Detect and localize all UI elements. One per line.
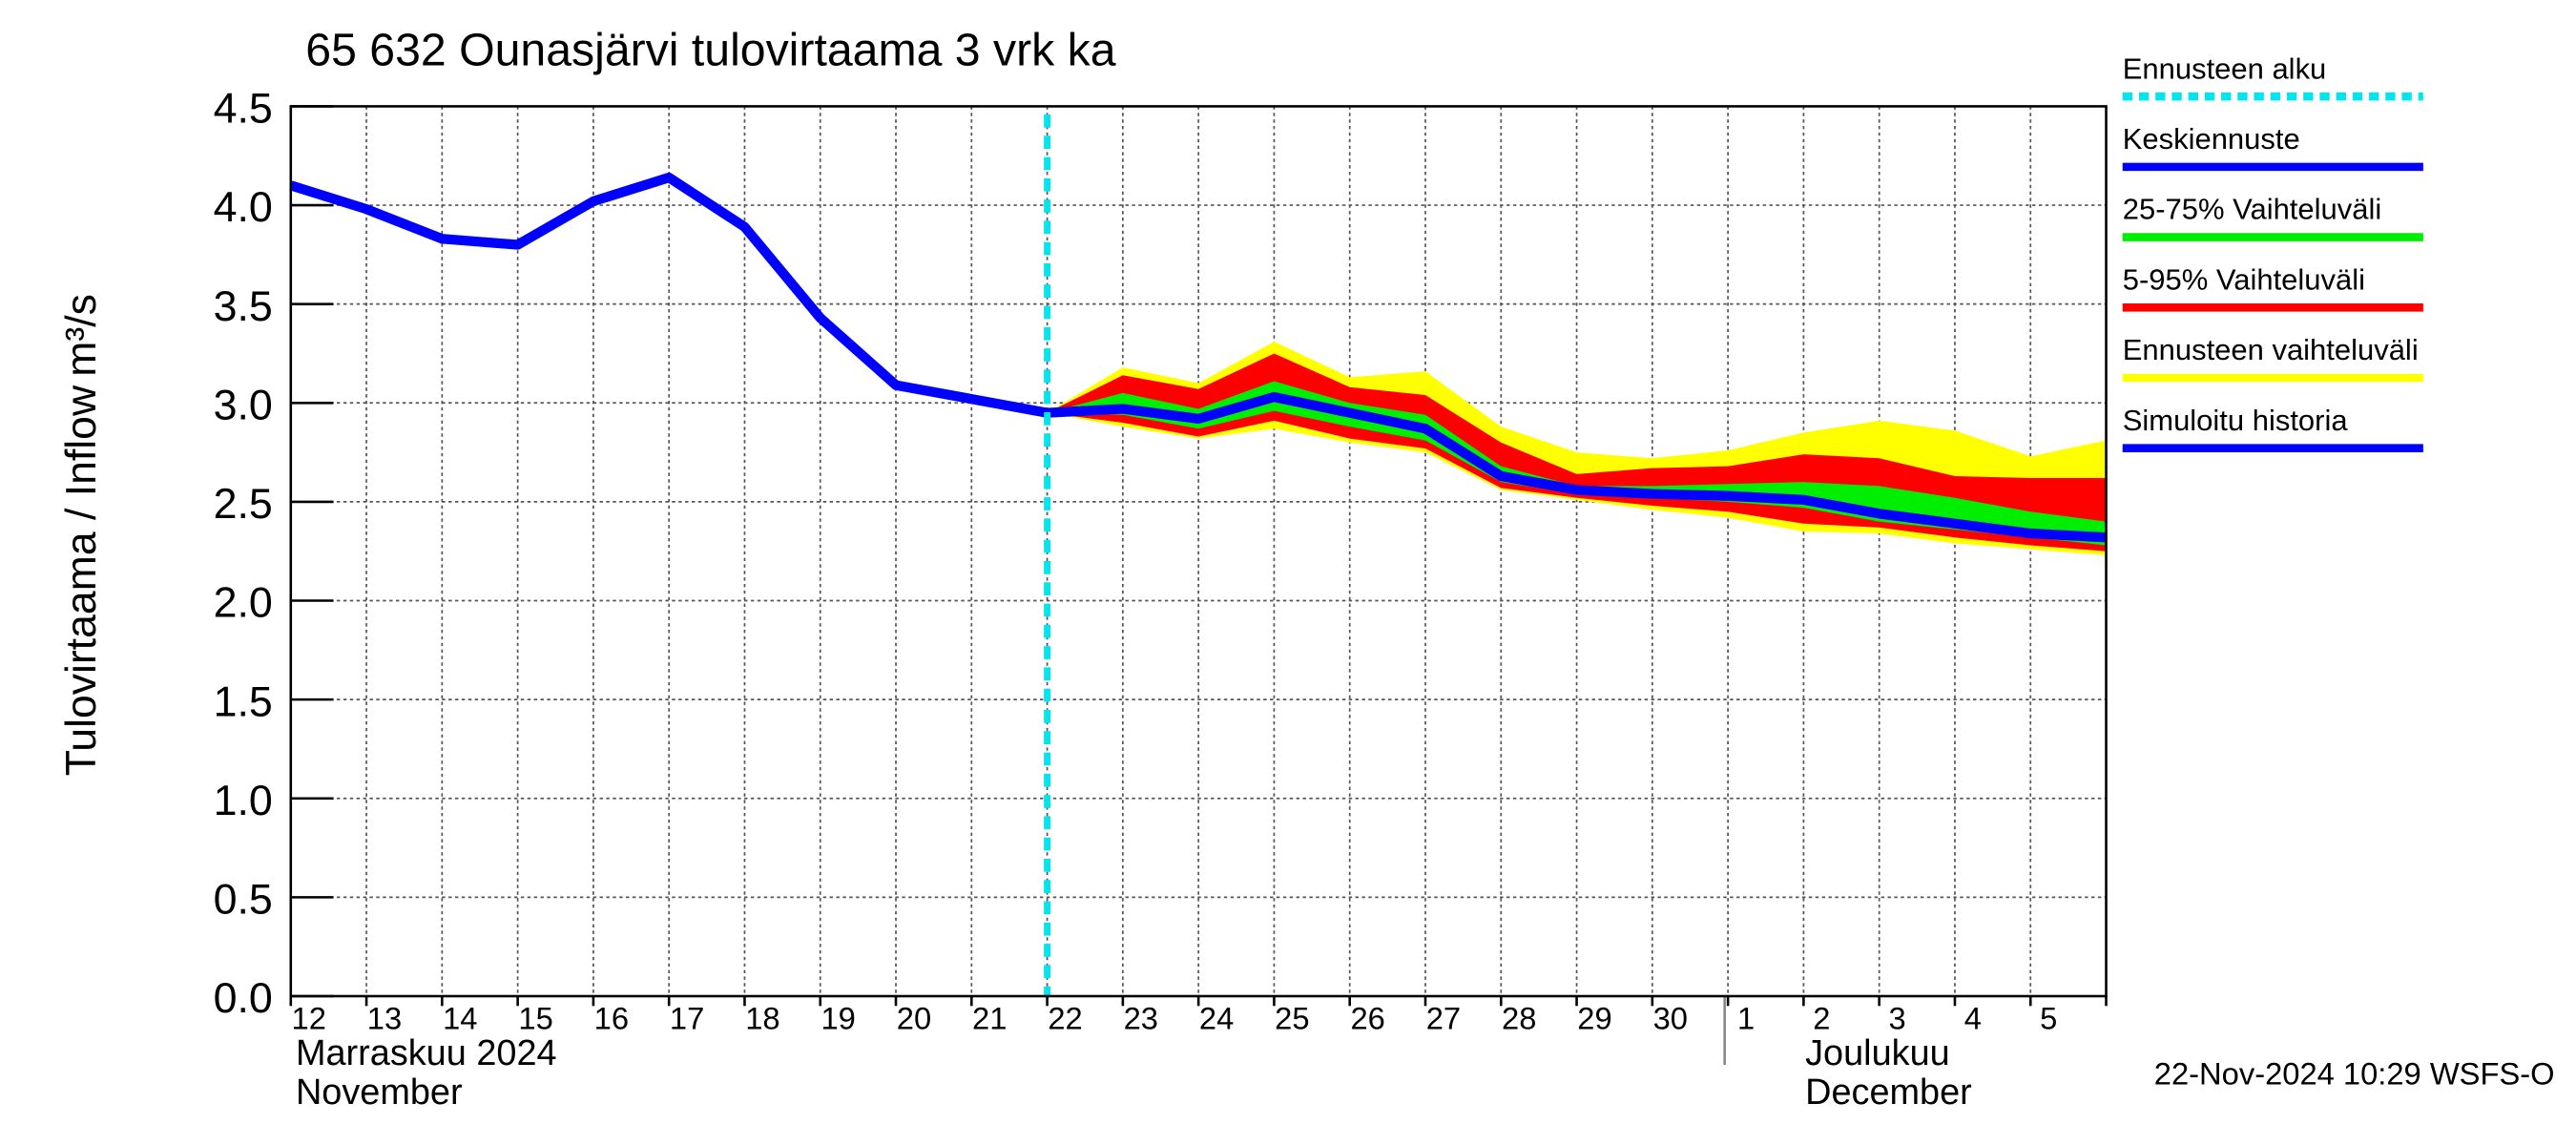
- x-tick-label: 24: [1199, 1000, 1234, 1035]
- plot-frame: [289, 105, 2108, 998]
- y-tick-label: 4.0: [214, 184, 273, 231]
- series-line: [289, 172, 1049, 418]
- x-tick-label: 28: [1502, 1000, 1536, 1035]
- y-tick-label: 3.0: [214, 383, 273, 429]
- x-tick-label: 20: [897, 1000, 931, 1035]
- x-tick-label: 3: [1889, 1000, 1906, 1035]
- y-tick-label: 3.5: [214, 283, 273, 330]
- month-label: Marraskuu 2024: [296, 1033, 557, 1073]
- legend-label: Ennusteen vaihteluväli: [2123, 333, 2419, 366]
- y-tick-label: 2.0: [214, 580, 273, 627]
- x-tick-label: 29: [1577, 1000, 1611, 1035]
- x-tick-label: 5: [2040, 1000, 2057, 1035]
- y-tick-label: 0.5: [214, 877, 273, 924]
- month-label: Joulukuu: [1805, 1033, 1950, 1073]
- y-tick-label: 1.5: [214, 678, 273, 725]
- x-tick-label: 19: [821, 1000, 856, 1035]
- x-tick-label: 17: [670, 1000, 704, 1035]
- x-tick-label: 2: [1813, 1000, 1830, 1035]
- x-tick-label: 27: [1426, 1000, 1461, 1035]
- legend-label: 25-75% Vaihteluväli: [2123, 193, 2381, 226]
- series-line: [1047, 391, 2107, 543]
- legend-label: Keskiennuste: [2123, 122, 2300, 156]
- x-tick-label: 16: [594, 1000, 629, 1035]
- x-tick-label: 15: [518, 1000, 552, 1035]
- x-tick-label: 22: [1048, 1000, 1082, 1035]
- x-tick-label: 23: [1124, 1000, 1158, 1035]
- y-tick-label: 0.0: [214, 975, 273, 1022]
- x-tick-label: 12: [292, 1000, 326, 1035]
- x-tick-label: 13: [367, 1000, 402, 1035]
- y-tick-label: 4.5: [214, 86, 273, 133]
- chart-title: 65 632 Ounasjärvi tulovirtaama 3 vrk ka: [305, 25, 1116, 76]
- x-tick-label: 4: [1964, 1000, 1982, 1035]
- x-tick-label: 30: [1653, 1000, 1688, 1035]
- timestamp: 22-Nov-2024 10:29 WSFS-O: [2154, 1056, 2555, 1092]
- y-axis-unit: m³/s: [58, 294, 105, 377]
- x-tick-label: 26: [1350, 1000, 1384, 1035]
- y-tick-label: 2.5: [214, 481, 273, 528]
- x-tick-label: 14: [443, 1000, 477, 1035]
- x-tick-label: 25: [1275, 1000, 1309, 1035]
- month-label: December: [1805, 1072, 1972, 1113]
- x-tick-label: 21: [972, 1000, 1007, 1035]
- y-axis-label: Tulovirtaama / Inflow: [58, 385, 105, 776]
- legend-label: Simuloitu historia: [2123, 404, 2349, 437]
- month-label: November: [296, 1072, 463, 1113]
- legend-label: 5-95% Vaihteluväli: [2123, 262, 2365, 296]
- x-tick-label: 1: [1737, 1000, 1755, 1035]
- y-tick-label: 1.0: [214, 778, 273, 824]
- x-tick-label: 18: [745, 1000, 779, 1035]
- legend-label: Ennusteen alku: [2123, 52, 2327, 85]
